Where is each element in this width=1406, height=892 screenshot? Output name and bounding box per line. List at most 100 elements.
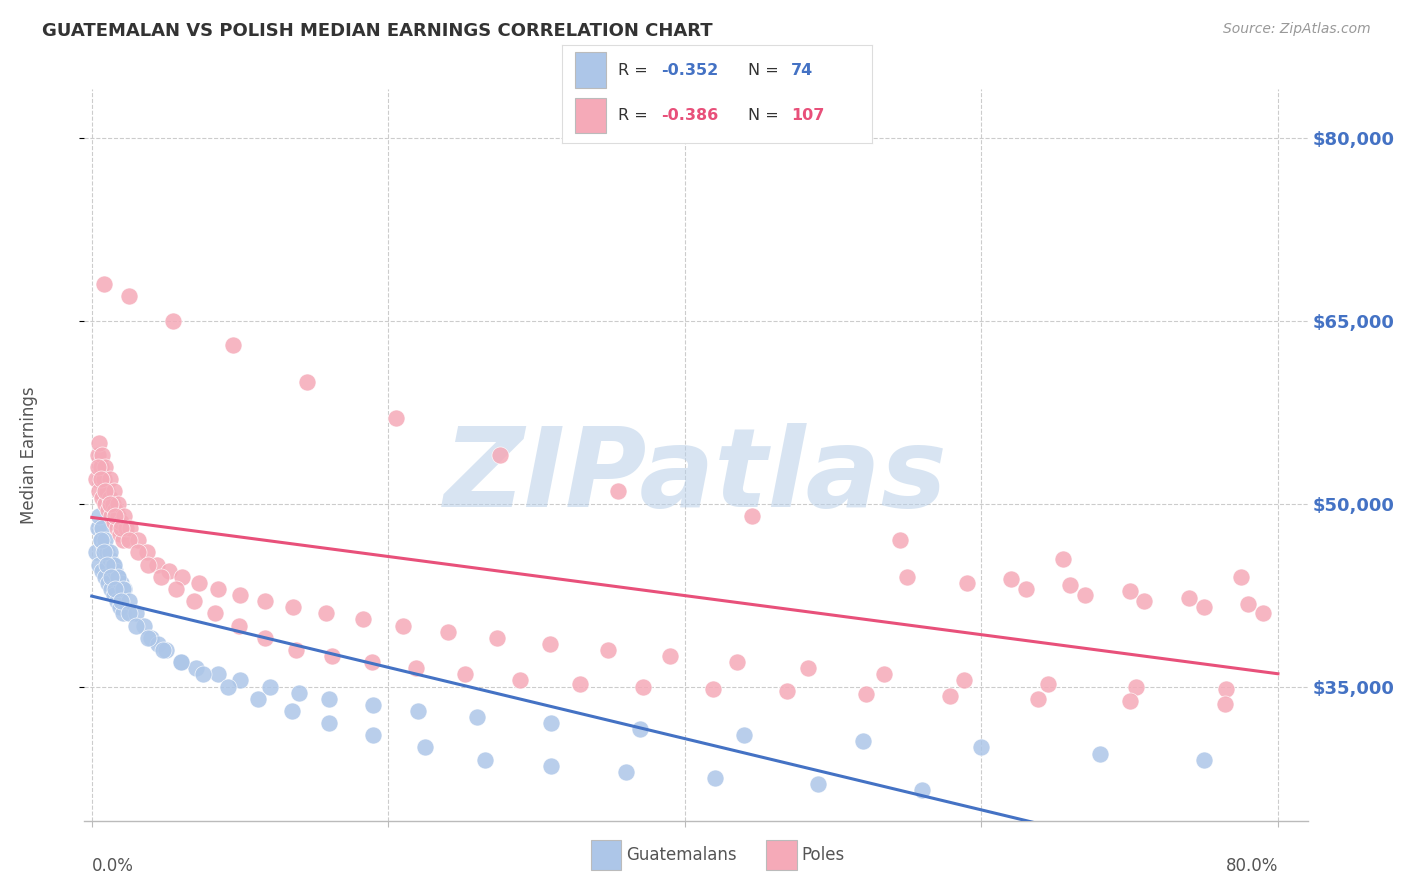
Text: -0.352: -0.352 xyxy=(661,62,718,78)
Point xyxy=(228,618,250,632)
Point xyxy=(103,588,125,602)
Text: ZIPatlas: ZIPatlas xyxy=(444,424,948,531)
Point xyxy=(246,691,269,706)
Point xyxy=(318,716,340,731)
Point xyxy=(107,497,129,511)
Point xyxy=(89,435,111,450)
Text: R =: R = xyxy=(619,62,652,78)
Text: Source: ZipAtlas.com: Source: ZipAtlas.com xyxy=(1223,22,1371,37)
Point xyxy=(112,508,135,523)
Point xyxy=(725,655,748,669)
Point xyxy=(1036,677,1059,691)
Point xyxy=(281,704,304,718)
Point xyxy=(152,643,174,657)
Point xyxy=(110,576,132,591)
Point xyxy=(797,661,820,675)
Point xyxy=(162,314,184,328)
Point xyxy=(254,631,277,645)
Point xyxy=(150,570,173,584)
Point xyxy=(889,533,911,548)
Point xyxy=(118,594,141,608)
Point xyxy=(127,545,149,559)
Point xyxy=(315,607,337,621)
Point xyxy=(221,338,243,352)
Point xyxy=(115,521,138,535)
Point xyxy=(363,728,385,742)
Point xyxy=(1192,600,1215,615)
Point xyxy=(94,484,117,499)
Point xyxy=(1215,681,1237,696)
Point xyxy=(89,558,111,572)
Point xyxy=(952,673,974,688)
Point xyxy=(1059,578,1081,592)
Text: GUATEMALAN VS POLISH MEDIAN EARNINGS CORRELATION CHART: GUATEMALAN VS POLISH MEDIAN EARNINGS COR… xyxy=(42,22,713,40)
Point xyxy=(207,667,229,681)
Point xyxy=(86,460,108,475)
Point xyxy=(155,643,177,657)
Point xyxy=(405,661,427,675)
Point xyxy=(295,375,318,389)
Point xyxy=(406,704,429,718)
Point xyxy=(1178,591,1201,605)
Point xyxy=(118,289,141,303)
Point xyxy=(96,545,118,559)
FancyBboxPatch shape xyxy=(575,97,606,133)
Point xyxy=(132,618,155,632)
Point xyxy=(98,497,121,511)
Point xyxy=(148,637,170,651)
Text: -0.386: -0.386 xyxy=(661,108,718,123)
Point xyxy=(139,631,162,645)
Point xyxy=(90,460,112,475)
Point xyxy=(172,570,194,584)
Point xyxy=(1088,747,1111,761)
Point xyxy=(90,472,112,486)
Point xyxy=(86,521,108,535)
Point xyxy=(285,643,308,657)
Point xyxy=(896,570,918,584)
Text: 80.0%: 80.0% xyxy=(1226,857,1278,875)
Point xyxy=(125,618,148,632)
Point xyxy=(90,533,112,548)
FancyBboxPatch shape xyxy=(575,53,606,87)
Point xyxy=(702,681,724,696)
Point xyxy=(1192,753,1215,767)
Point xyxy=(1118,584,1140,599)
Point xyxy=(807,777,830,791)
Point xyxy=(1213,697,1236,711)
Point xyxy=(540,716,562,731)
Text: 74: 74 xyxy=(792,62,814,78)
Point xyxy=(733,728,755,742)
Point xyxy=(488,448,510,462)
Point xyxy=(98,545,121,559)
Point xyxy=(84,472,107,486)
Point xyxy=(111,533,134,548)
Point xyxy=(100,508,122,523)
Point xyxy=(108,527,131,541)
Point xyxy=(84,545,107,559)
Point xyxy=(454,667,477,681)
Point xyxy=(100,570,122,584)
Text: Poles: Poles xyxy=(801,846,845,863)
Point xyxy=(776,684,799,698)
Point xyxy=(107,508,129,523)
Point xyxy=(1015,582,1038,596)
Point xyxy=(93,539,115,553)
Point xyxy=(852,734,875,748)
Point xyxy=(98,551,121,566)
Point xyxy=(283,600,305,615)
Point xyxy=(91,564,114,578)
Point xyxy=(94,570,117,584)
Point xyxy=(633,680,655,694)
Point xyxy=(392,618,415,632)
Point xyxy=(187,576,209,591)
Point xyxy=(254,594,277,608)
Point xyxy=(1118,694,1140,708)
Point xyxy=(204,607,226,621)
Point xyxy=(104,508,127,523)
Point xyxy=(540,758,562,772)
Point xyxy=(415,740,437,755)
Point xyxy=(1133,594,1156,608)
Text: Median Earnings: Median Earnings xyxy=(20,386,38,524)
Point xyxy=(288,685,311,699)
Point xyxy=(538,637,561,651)
